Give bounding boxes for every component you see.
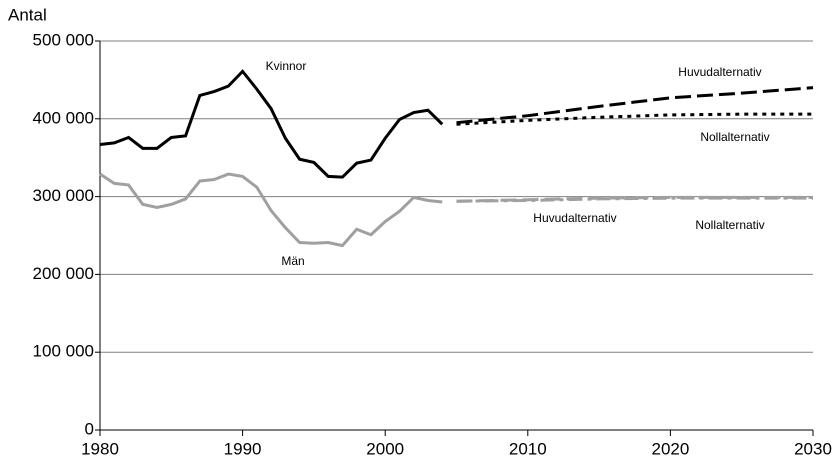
x-tick-label: 2020 — [651, 439, 689, 458]
series-label: Huvudalternativ — [678, 65, 761, 79]
x-tick-label: 1980 — [81, 439, 119, 458]
series-line — [456, 196, 813, 203]
y-tick-label: 100 000 — [33, 342, 94, 361]
y-axis-title: Antal — [8, 5, 47, 24]
series-line — [99, 69, 444, 179]
x-tick-label: 2010 — [509, 439, 547, 458]
series-line — [99, 172, 443, 248]
series-label: Nollalternativ — [695, 218, 764, 232]
x-tick-label: 2000 — [366, 439, 404, 458]
series-line — [456, 86, 814, 125]
y-tick-label: 500 000 — [33, 30, 94, 49]
x-tick-label: 1990 — [224, 439, 262, 458]
y-tick-label: 400 000 — [33, 108, 94, 127]
series-label: Kvinnor — [266, 59, 307, 73]
y-tick-label: 200 000 — [33, 264, 94, 283]
series-line — [456, 112, 813, 126]
y-tick-label: 0 — [85, 419, 94, 438]
x-tick-label: 2030 — [794, 439, 832, 458]
y-tick-label: 300 000 — [33, 186, 94, 205]
series-label: Män — [281, 254, 304, 268]
series-label: Huvudalternativ — [533, 211, 616, 225]
series-label: Nollalternativ — [700, 130, 769, 144]
